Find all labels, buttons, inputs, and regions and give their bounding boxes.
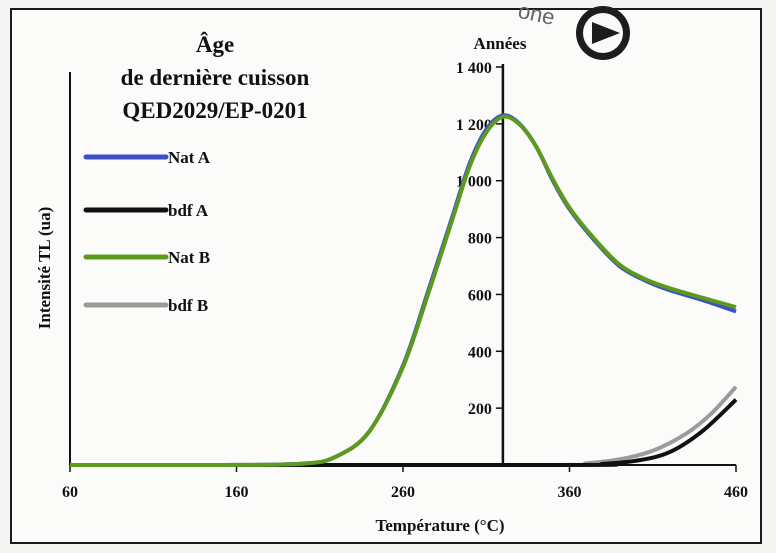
legend-label: Nat A [168,148,211,167]
y-tick-label: 1 400 [456,60,492,77]
y2-axis-title: Années [474,34,527,53]
x-tick-label: 360 [558,484,582,501]
y-tick-label: 1 200 [456,117,492,134]
chart-title-line-3: QED2029/EP-0201 [122,98,307,123]
y-tick-label: 800 [468,231,492,248]
legend: Nat A bdf A Nat B bdf B [83,148,211,315]
legend-label: bdf B [168,296,208,315]
y-tick-label: 400 [468,344,492,361]
series-line-nat-a [70,113,737,468]
y-axis-title: Intensité TL (ua) [35,207,54,330]
x-tick-label: 260 [391,484,415,501]
seal-logo: one [516,0,630,60]
x-tick-label: 160 [225,484,249,501]
series-layer [70,113,738,468]
series-line-bdf-a [70,398,738,468]
series-line-nat-b [70,114,737,468]
series-line-bdf-b [70,385,738,468]
chart-title-line-2: de dernière cuisson [121,65,310,90]
chart-title-line-1: Âge [196,31,234,57]
stamp-text: one [516,0,557,30]
y-tick-label: 600 [468,287,492,304]
legend-label: bdf A [168,201,209,220]
y-tick-label: 200 [468,401,492,418]
x-tick-label: 60 [62,484,78,501]
x-tick-label: 460 [724,484,748,501]
legend-label: Nat B [168,248,210,267]
x-axis-ticks: 60 160 260 360 460 [62,465,748,501]
x-axis-title: Température (°C) [375,516,504,535]
